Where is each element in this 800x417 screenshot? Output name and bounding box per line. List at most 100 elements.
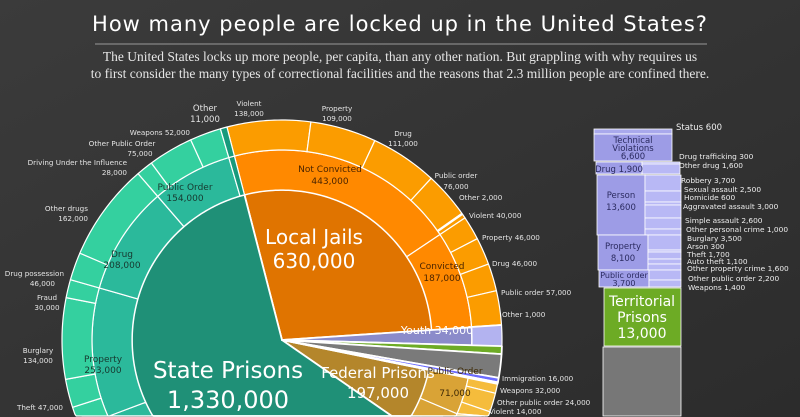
- jails-nc-property-label: Property: [322, 104, 353, 113]
- youth-status-bar: [593, 128, 673, 135]
- state-property-value: 253,000: [84, 366, 121, 376]
- state-drug-possession-value: 46,000: [30, 279, 56, 288]
- youth-person-item-bar: [644, 204, 682, 219]
- jails-nc-public-order-label: Public order: [435, 171, 478, 180]
- youth-technical-bar: [593, 133, 673, 162]
- territorial-value: 13,000: [618, 326, 667, 342]
- youth-person-item-bar: [644, 201, 682, 206]
- state-dui-value: 28,000: [102, 168, 128, 177]
- youth-property-item-bar: [647, 263, 682, 271]
- territorial-bar: [603, 287, 682, 347]
- state-other-public-order-label: Other Public Order: [89, 139, 156, 148]
- state-drug-value: 208,000: [103, 261, 140, 271]
- youth-item-label: Aggravated assault 3,000: [683, 202, 779, 211]
- youth-name: Youth: [400, 324, 431, 337]
- local-jails-label: Local Jails: [265, 225, 363, 249]
- jails-nc-property-value: 109,000: [322, 114, 352, 123]
- jails-c-public-order-label: Public order 57,000: [501, 288, 572, 297]
- youth-public-order-item-bar: [648, 279, 682, 288]
- youth-property-label: Property: [605, 242, 641, 252]
- federal-public-order-label-1: Public Order: [427, 367, 482, 377]
- state-drug-label: Drug: [111, 250, 133, 260]
- youth-person-item-bar: [644, 217, 682, 230]
- youth-drug-label: Drug 1,900: [595, 165, 643, 175]
- federal-immigration-label: Immigration 16,000: [502, 374, 574, 383]
- state-property-label: Property: [84, 355, 123, 365]
- state-burglary-label: Burglary: [23, 346, 54, 355]
- state-weapons-label: Weapons 52,000: [130, 128, 191, 137]
- state-fraud-label: Fraud: [37, 293, 57, 302]
- federal-other-public-order-label: Other public order 24,000: [497, 398, 591, 407]
- jails-nc-drug-label: Drug: [394, 129, 412, 138]
- subtitle-line-1: The United States locks up more people, …: [103, 49, 697, 64]
- state-other-label: Other: [193, 104, 218, 114]
- youth-item-label: Other personal crime 1,000: [686, 225, 788, 234]
- federal-violent-label: Violent 14,000: [489, 407, 542, 416]
- youth-label: Youth 34,000: [400, 324, 473, 337]
- other-facilities-bar: [602, 346, 682, 417]
- federal-weapons-label: Weapons 32,000: [500, 386, 561, 395]
- youth-item-label: Burglary 3,500: [687, 234, 742, 243]
- youth-detail-column: [593, 128, 682, 417]
- jails-not-convicted-value: 443,000: [311, 177, 348, 187]
- jails-c-property-label: Property 46,000: [482, 233, 540, 242]
- state-other-public-order-value: 75,000: [127, 149, 153, 158]
- jails-nc-violent-label: Violent: [237, 99, 262, 108]
- youth-property-bar: [597, 234, 649, 271]
- youth-person-bar: [596, 174, 646, 236]
- page-title: How many people are locked up in the Uni…: [92, 12, 708, 36]
- youth-property-value: 8,100: [611, 254, 635, 264]
- jails-convicted-label: Convicted: [419, 262, 464, 272]
- youth-technical-label-1: Technical: [612, 136, 652, 146]
- youth-item-label: Sexual assault 2,500: [684, 185, 761, 194]
- youth-item-label: Robbery 3,700: [681, 176, 735, 185]
- local-jails-value: 630,000: [273, 249, 356, 273]
- federal-prisons-value: 197,000: [347, 384, 409, 402]
- state-prisons-value: 1,330,000: [167, 386, 289, 414]
- jails-outer-slice: [466, 290, 503, 328]
- youth-outer-slice: [470, 324, 503, 347]
- sunburst-chart: [61, 119, 503, 417]
- youth-person-item-bar: [644, 190, 682, 203]
- youth-item-label: Other public order 2,200: [688, 274, 779, 283]
- youth-item-label: Arson 300: [687, 242, 725, 251]
- subtitle-line-2: to first consider the many types of corr…: [91, 66, 710, 81]
- jails-c-other-label: Other 1,000: [502, 310, 546, 319]
- jails-convicted-value: 187,000: [423, 274, 460, 284]
- state-outer-slice: [219, 126, 236, 159]
- youth-technical-value: 6,600: [621, 152, 645, 162]
- federal-prisons-label: Federal Prisons: [321, 364, 435, 382]
- jails-c-drug-label: Drug 46,000: [492, 259, 537, 268]
- state-public-order-value: 154,000: [166, 194, 203, 204]
- youth-person-item-bar: [644, 228, 682, 236]
- youth-person-label: Person: [607, 191, 636, 201]
- jails-nc-drug-value: 111,000: [388, 139, 418, 148]
- youth-status-label: Status 600: [676, 123, 722, 133]
- youth-public-order-item-bar: [648, 269, 682, 281]
- territorial-label-2: Prisons: [617, 310, 667, 326]
- youth-property-item-bar: [647, 251, 682, 260]
- youth-drug-item-bar: [641, 163, 681, 175]
- state-other-drugs-label: Other drugs: [45, 204, 88, 213]
- state-prisons-label: State Prisons: [153, 358, 303, 384]
- youth-technical-label-2: Violations: [612, 144, 654, 154]
- federal-public-order-value: 71,000: [439, 389, 471, 399]
- youth-item-label: Other property crime 1,600: [687, 264, 789, 273]
- state-burglary-value: 134,000: [23, 356, 53, 365]
- youth-item-label: Simple assault 2,600: [685, 216, 763, 225]
- youth-item-label: Homicide 600: [684, 193, 735, 202]
- youth-person-item-bar: [644, 174, 682, 192]
- jails-nc-public-order-value: 76,000: [443, 182, 469, 191]
- jails-outer-slice: [226, 119, 312, 157]
- state-public-order-label: Public Order: [157, 183, 212, 193]
- youth-property-item-bar: [647, 258, 682, 265]
- youth-value: 34,000: [435, 324, 474, 337]
- jails-not-convicted-label: Not Convicted: [298, 165, 362, 175]
- state-fraud-value: 30,000: [34, 303, 60, 312]
- state-drug-possession-label: Drug possession: [5, 269, 64, 278]
- youth-public-order-value: 3,700: [613, 279, 636, 288]
- youth-person-value: 13,600: [606, 203, 636, 213]
- youth-item-label: Weapons 1,400: [688, 283, 746, 292]
- red-wedge: [281, 339, 499, 385]
